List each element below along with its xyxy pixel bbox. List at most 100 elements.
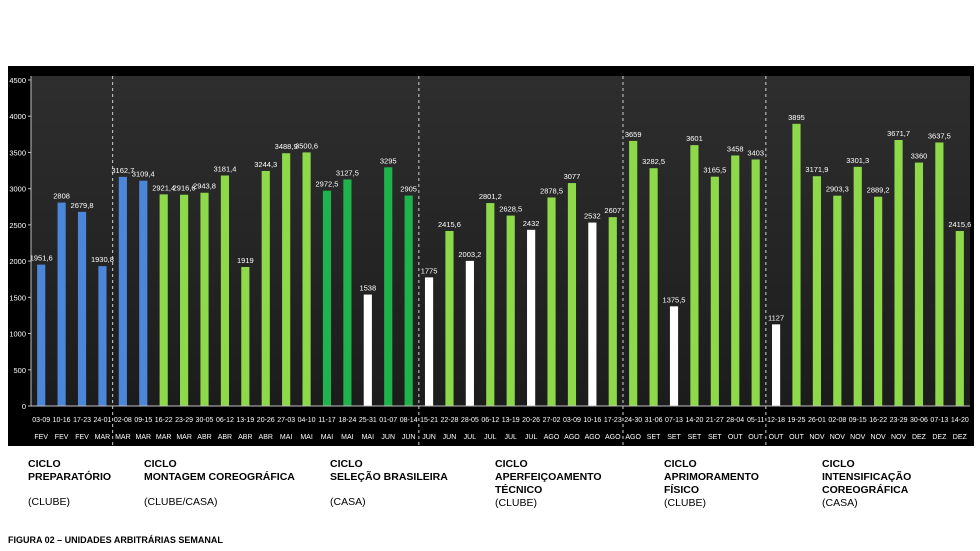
x-tick-range: 27-03 xyxy=(277,417,295,424)
x-tick-month: AGO xyxy=(544,434,560,441)
bar-value-label: 3162,7 xyxy=(111,166,134,175)
bar xyxy=(57,202,66,406)
x-tick-month: AGO xyxy=(625,434,641,441)
bar-value-label: 3244,3 xyxy=(254,160,277,169)
bar-value-label: 1930,8 xyxy=(91,255,114,264)
cycle-title: CICLO SELEÇÃO BRASILEIRA xyxy=(330,458,448,483)
bar xyxy=(649,168,658,406)
x-tick-month: OUT xyxy=(789,434,805,441)
bar-value-label: 3488,9 xyxy=(275,142,298,151)
bar xyxy=(771,324,781,406)
cycle-location: (CASA) xyxy=(822,497,858,509)
x-tick-range: 20-26 xyxy=(257,417,275,424)
bar-value-label: 1775 xyxy=(421,266,438,275)
bar xyxy=(833,195,842,406)
bar xyxy=(77,211,87,406)
bar xyxy=(302,152,311,406)
x-tick-month: JUN xyxy=(402,434,416,441)
bar xyxy=(343,179,352,406)
bar xyxy=(486,203,495,406)
x-tick-range: 08-14 xyxy=(400,417,418,424)
bar xyxy=(118,176,127,406)
cycle-label-preparatorio: CICLO PREPARATÓRIO (CLUBE) xyxy=(28,458,111,509)
bar-value-label: 2889,2 xyxy=(867,186,890,195)
y-tick-label: 4500 xyxy=(9,76,26,85)
y-tick-label: 1500 xyxy=(9,293,26,302)
x-tick-month: ABR xyxy=(259,434,273,441)
x-tick-range: 28-05 xyxy=(461,417,479,424)
x-tick-range: 01-07 xyxy=(379,417,397,424)
bar-value-label: 2415,6 xyxy=(948,220,971,229)
x-tick-range: 22-28 xyxy=(441,417,459,424)
x-tick-month: SET xyxy=(708,434,722,441)
bar-value-label: 3360 xyxy=(911,152,928,161)
x-tick-range: 05-11 xyxy=(747,417,764,424)
cycle-label-selecao: CICLO SELEÇÃO BRASILEIRA (CASA) xyxy=(330,458,448,509)
x-tick-range: 10-16 xyxy=(583,417,601,424)
bar xyxy=(629,140,638,406)
bar-value-label: 3282,5 xyxy=(642,157,665,166)
x-tick-range: 15-21 xyxy=(420,417,438,424)
cycle-location: (CASA) xyxy=(330,496,366,508)
x-tick-range: 16-22 xyxy=(155,417,173,424)
bar xyxy=(98,266,107,406)
bar xyxy=(180,194,189,406)
x-tick-month: JUL xyxy=(484,434,497,441)
bar-value-label: 3127,5 xyxy=(336,168,359,177)
x-tick-month: ABR xyxy=(218,434,232,441)
y-tick-label: 0 xyxy=(22,402,26,411)
x-tick-month: FEV xyxy=(55,434,69,441)
bar xyxy=(139,180,148,406)
x-tick-range: 16-22 xyxy=(869,417,887,424)
x-tick-month: MAI xyxy=(321,434,334,441)
x-tick-range: 09-15 xyxy=(134,417,152,424)
x-tick-range: 25-31 xyxy=(359,417,377,424)
x-tick-month: OUT xyxy=(728,434,744,441)
bar-value-label: 3295 xyxy=(380,156,397,165)
x-tick-range: 23-29 xyxy=(890,417,908,424)
x-tick-month: AGO xyxy=(585,434,601,441)
bar xyxy=(874,196,883,406)
x-tick-range: 02-08 xyxy=(828,417,846,424)
x-tick-range: 24-01 xyxy=(93,417,111,424)
x-tick-month: NOV xyxy=(830,434,846,441)
x-tick-range: 27-02 xyxy=(543,417,561,424)
x-tick-month: JUL xyxy=(464,434,477,441)
bar xyxy=(935,142,944,406)
bar-value-label: 2921,4 xyxy=(152,183,175,192)
x-tick-range: 07-13 xyxy=(665,417,683,424)
bar-value-label: 2532 xyxy=(584,212,601,221)
x-tick-month: JUN xyxy=(422,434,436,441)
bar xyxy=(812,176,821,406)
x-tick-month: MAR xyxy=(95,434,111,441)
bar xyxy=(914,162,924,406)
bar-value-label: 1538 xyxy=(359,284,376,293)
bar xyxy=(506,215,515,406)
x-tick-range: 24-30 xyxy=(624,417,642,424)
y-tick-label: 3000 xyxy=(9,185,26,194)
bar-value-label: 1375,5 xyxy=(663,295,686,304)
x-tick-range: 03-09 xyxy=(32,417,50,424)
bar xyxy=(424,277,434,406)
bar-value-label: 3109,4 xyxy=(132,170,155,179)
bar-value-label: 2972,5 xyxy=(316,180,339,189)
x-tick-month: MAI xyxy=(280,434,293,441)
x-tick-month: MAI xyxy=(341,434,354,441)
bar xyxy=(690,145,699,406)
x-tick-month: SET xyxy=(647,434,661,441)
figure-caption: FIGURA 02 – UNIDADES ARBITRÁRIAS SEMANAL xyxy=(8,535,223,545)
bar-value-label: 3181,4 xyxy=(213,165,236,174)
x-tick-month: MAR xyxy=(176,434,192,441)
y-tick-label: 2500 xyxy=(9,221,26,230)
bar xyxy=(955,231,964,406)
x-tick-month: JUN xyxy=(381,434,395,441)
x-tick-month: AGO xyxy=(605,434,621,441)
y-tick-label: 3500 xyxy=(9,148,26,157)
x-tick-range: 13-19 xyxy=(236,417,254,424)
x-tick-range: 30-05 xyxy=(196,417,214,424)
cycle-title: CICLO PREPARATÓRIO xyxy=(28,458,112,483)
bar-value-label: 2801,2 xyxy=(479,192,502,201)
cycle-label-intensificacao: CICLO INTENSIFICAÇÃO COREOGRÁFICA (CASA) xyxy=(822,458,911,510)
x-tick-range: 13-19 xyxy=(502,417,520,424)
x-tick-range: 06-12 xyxy=(481,417,499,424)
